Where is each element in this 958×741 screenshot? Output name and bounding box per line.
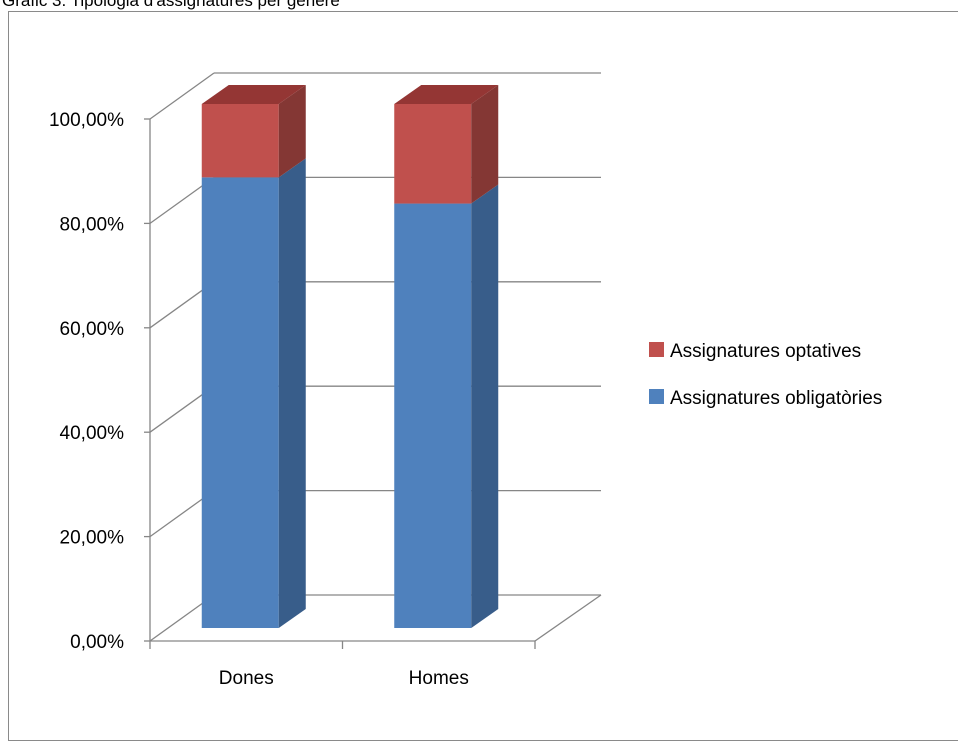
bar-side-homes (471, 184, 499, 628)
legend-label: Assignatures obligatòries (670, 388, 882, 409)
y-tick-label: 40,00% (60, 423, 125, 444)
gridline-depth (149, 72, 215, 120)
y-tick-label: 100,00% (49, 110, 124, 131)
legend-swatch (649, 342, 664, 357)
legend-swatch (649, 389, 664, 404)
chart-caption: Gràfic 3. Tipologia d'assignatures per g… (2, 0, 340, 10)
floor-right-edge (534, 594, 602, 642)
bar-front-dones (201, 104, 279, 178)
y-tick-label: 60,00% (60, 319, 125, 340)
bar-side-homes (471, 85, 499, 204)
bar-side-dones (278, 158, 306, 629)
y-tick-label: 0,00% (70, 632, 124, 653)
y-tick-label: 80,00% (60, 214, 125, 235)
bar-side-dones (278, 85, 306, 178)
bar-front-homes (394, 203, 472, 628)
x-tick-label: Dones (219, 668, 274, 689)
legend-label: Assignatures optatives (670, 341, 861, 362)
x-tick-label: Homes (409, 668, 469, 689)
bar-top-homes (394, 85, 499, 104)
bar-top-dones (201, 85, 306, 104)
y-tick-label: 20,00% (60, 528, 125, 549)
bar-front-homes (394, 104, 472, 204)
bar-front-dones (201, 177, 279, 629)
